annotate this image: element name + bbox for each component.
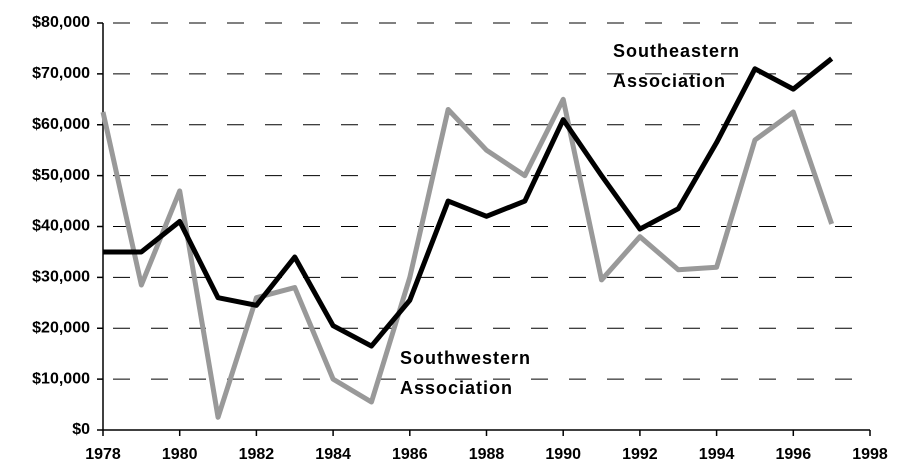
y-tick-label: $0 [72, 421, 90, 438]
y-tick-label: $10,000 [32, 370, 90, 387]
y-tick-label: $50,000 [32, 167, 90, 184]
y-tick-label: $70,000 [32, 65, 90, 82]
series-line [103, 56, 834, 349]
y-tick-label: $60,000 [32, 116, 90, 133]
x-tick-label: 1980 [162, 446, 198, 463]
y-tick-label: $40,000 [32, 218, 90, 235]
x-tick-label: 1992 [622, 446, 658, 463]
x-tick-label: 1994 [699, 446, 735, 463]
series-line [100, 96, 835, 420]
series-annotation: Southwestern Association [400, 348, 532, 398]
x-tick-label: 1990 [545, 446, 581, 463]
x-tick-label: 1978 [85, 446, 121, 463]
x-tick-label: 1986 [392, 446, 428, 463]
series-annotation: Southeastern Association [613, 41, 741, 91]
x-tick-label: 1988 [469, 446, 505, 463]
x-tick-label: 1984 [315, 446, 351, 463]
x-tick-label: 1996 [776, 446, 812, 463]
x-tick-label: 1982 [239, 446, 275, 463]
y-tick-label: $80,000 [32, 14, 90, 31]
x-tick-label: 1998 [852, 446, 888, 463]
y-tick-label: $20,000 [32, 319, 90, 336]
y-tick-label: $30,000 [32, 269, 90, 286]
